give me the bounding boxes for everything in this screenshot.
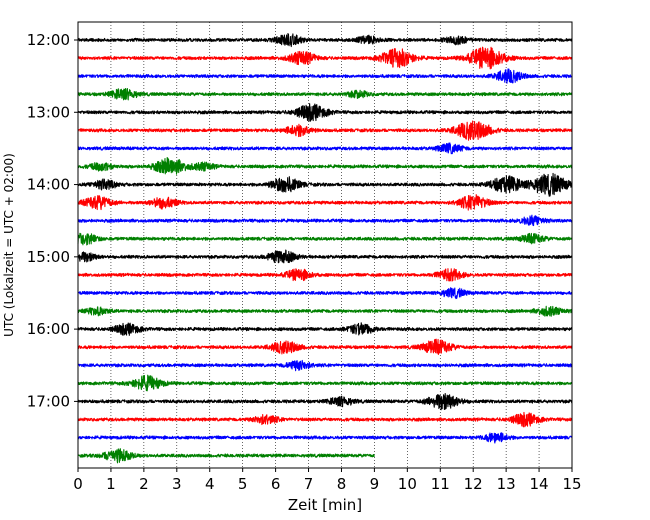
trace-1415 [77, 194, 573, 211]
trace-1645 [77, 374, 573, 392]
x-tick-label: 13 [497, 475, 516, 493]
trace-1700 [77, 392, 573, 411]
trace-1215 [77, 46, 573, 70]
x-tick-label: 7 [304, 475, 314, 493]
trace-1430 [77, 214, 573, 227]
x-tick-label: 11 [431, 475, 450, 493]
x-tick-label: 4 [205, 475, 215, 493]
trace-1730 [77, 432, 573, 444]
x-axis-ticks: 0 1 2 3 4 5 6 7 8 9 10 11 12 13 14 15 [73, 468, 582, 493]
x-tick-label: 10 [398, 475, 417, 493]
trace-1530 [77, 287, 573, 300]
trace-1315 [77, 120, 573, 141]
y-tick-label: 15:00 [27, 248, 70, 266]
x-tick-label: 5 [238, 475, 248, 493]
trace-1745 [77, 448, 375, 464]
trace-1630 [77, 359, 573, 372]
trace-1300 [77, 103, 573, 122]
trace-1400 [77, 172, 573, 197]
x-tick-label: 15 [562, 475, 581, 493]
y-tick-label: 14:00 [27, 176, 70, 194]
trace-1330 [77, 142, 573, 155]
y-tick-label: 12:00 [27, 31, 70, 49]
seismic-traces [77, 32, 573, 464]
trace-1445 [77, 232, 573, 246]
y-tick-label: 16:00 [27, 320, 70, 338]
trace-1230 [77, 68, 573, 84]
trace-1345 [77, 156, 573, 175]
x-axis-label: Zeit [min] [288, 496, 362, 514]
x-tick-label: 0 [73, 475, 83, 493]
y-tick-label: 13:00 [27, 103, 70, 121]
trace-1515 [77, 268, 573, 282]
trace-1715 [77, 411, 573, 428]
trace-1600 [77, 322, 573, 336]
x-tick-label: 14 [530, 475, 549, 493]
trace-1545 [77, 305, 573, 317]
x-tick-label: 6 [271, 475, 281, 493]
x-tick-label: 2 [139, 475, 149, 493]
x-tick-label: 12 [464, 475, 483, 493]
x-tick-label: 3 [172, 475, 182, 493]
trace-1500 [77, 249, 573, 264]
y-axis-label: UTC (Lokalzeit = UTC + 02:00) [2, 153, 16, 337]
x-tick-label: 8 [337, 475, 347, 493]
vertical-grid [110, 22, 540, 468]
trace-1200 [77, 32, 573, 48]
trace-1245 [77, 88, 573, 101]
y-axis-ticks: 12:00 13:00 14:00 15:00 16:00 17:00 [27, 31, 78, 410]
y-tick-label: 17:00 [27, 392, 70, 410]
x-tick-label: 9 [370, 475, 380, 493]
plot-frame [77, 21, 573, 469]
trace-1615 [77, 338, 573, 356]
x-tick-label: 1 [106, 475, 116, 493]
